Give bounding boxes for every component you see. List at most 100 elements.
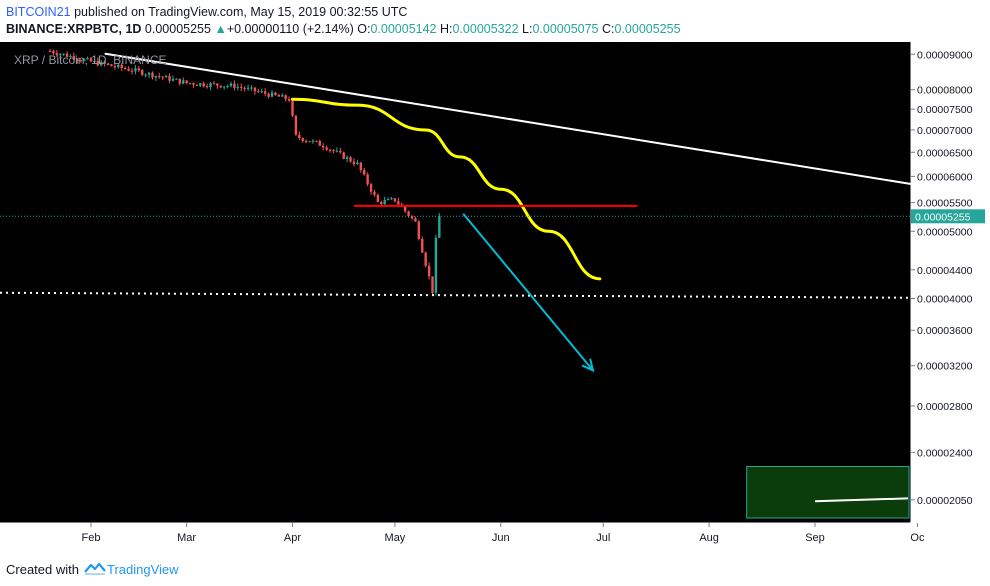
candle-body — [55, 53, 59, 56]
candle-body — [79, 60, 82, 62]
chart-header: BITCOIN21 published on TradingView.com, … — [0, 0, 990, 42]
y-tick-label: 0.00005500 — [917, 198, 973, 210]
y-tick-label: 0.00004400 — [917, 265, 973, 277]
candle-body — [134, 68, 137, 72]
candle-body — [352, 161, 356, 165]
price-axis[interactable] — [910, 42, 990, 522]
candle-body — [417, 221, 421, 239]
open-label: O: — [357, 22, 371, 36]
created-with-text: Created with — [6, 562, 79, 577]
time-axis[interactable] — [0, 522, 990, 553]
chart-title: XRP / Bitcoin, 1D, BINANCE — [14, 53, 167, 67]
candle-body — [123, 68, 127, 70]
candle-body — [356, 162, 359, 165]
tradingview-brand[interactable]: TradingView — [107, 562, 179, 577]
candle-body — [345, 157, 349, 159]
candle-body — [284, 95, 287, 100]
candle-body — [304, 140, 308, 142]
candle-body — [363, 170, 366, 175]
dotted-support-line — [0, 291, 911, 299]
candle-body — [199, 83, 202, 86]
candle-body — [76, 59, 79, 61]
publish-info: BITCOIN21 published on TradingView.com, … — [6, 5, 407, 19]
candle-body — [164, 75, 168, 78]
y-tick-label: 0.00004000 — [917, 293, 973, 305]
candle-body — [332, 149, 335, 152]
candle-body — [236, 86, 240, 89]
x-tick-label: Aug — [699, 532, 719, 544]
candle-body — [403, 206, 407, 212]
candle-body — [154, 75, 158, 78]
candle-body — [328, 149, 332, 151]
candle-body — [222, 86, 226, 88]
candle-body — [260, 91, 263, 93]
candle-body — [315, 140, 318, 142]
y-tick-label: 0.00002050 — [917, 495, 973, 507]
current-price-tag — [911, 209, 985, 224]
candle-body — [414, 218, 417, 222]
candle-body — [342, 152, 345, 159]
candle-body — [274, 92, 277, 96]
candle-body — [69, 55, 72, 57]
candle-body — [120, 64, 123, 69]
candle-body — [161, 76, 164, 78]
plot-area[interactable] — [0, 42, 910, 522]
x-tick-label: Jun — [492, 532, 510, 544]
price-chart[interactable]: XRP / Bitcoin, 1D, BINANCE 0.000090000.0… — [0, 42, 990, 553]
x-tick-label: Sep — [805, 532, 825, 544]
low-value: 0.00005075 — [532, 22, 599, 36]
high-value: 0.00005322 — [452, 22, 519, 36]
candle-body — [89, 58, 93, 62]
candle-body — [427, 265, 431, 277]
candle-body — [287, 99, 291, 101]
candle-body — [82, 58, 86, 61]
x-tick-label: Oc — [910, 532, 925, 544]
candle-body — [216, 83, 219, 86]
close-label: C: — [602, 22, 615, 36]
y-tick-label: 0.00006500 — [917, 147, 973, 159]
forecast-arrow-line — [462, 213, 594, 372]
symbol-name: BINANCE:XRPBTC, 1D — [6, 22, 142, 36]
forecast-arrow-head — [581, 358, 595, 373]
candle-body — [93, 60, 96, 62]
candle-body — [182, 80, 185, 84]
candle-body — [424, 252, 427, 266]
candle-body — [318, 141, 322, 146]
y-axis-ticks: 0.00009000 0.00008000 0.00007500 0.00007000… — [911, 49, 973, 507]
candle-body — [144, 74, 147, 76]
tradingview-logo-icon[interactable] — [84, 560, 106, 576]
current-price-label: 0.00005255 — [915, 211, 971, 223]
candle-body — [308, 141, 311, 143]
x-tick-label: Apr — [284, 532, 301, 544]
candle-body — [277, 95, 281, 97]
candle-body — [270, 92, 274, 97]
candle-body — [369, 184, 373, 192]
candle-body — [185, 80, 188, 84]
candle-body — [438, 216, 441, 238]
candle-body — [250, 87, 253, 89]
y-tick-label: 0.00002400 — [917, 447, 973, 459]
y-tick-label: 0.00009000 — [917, 49, 973, 61]
y-tick-label: 0.00006000 — [917, 171, 973, 183]
x-axis-ticks: Feb Mar Apr May Jun Jul Aug Sep Oc — [82, 523, 925, 544]
box-inner-line — [814, 497, 909, 503]
candle-body — [205, 86, 209, 88]
candle-body — [52, 50, 55, 54]
candle-body — [407, 211, 410, 216]
candle-body — [202, 83, 205, 87]
symbol-info: BINANCE:XRPBTC, 1D 0.00005255 ▲+0.000001… — [6, 22, 681, 36]
y-tick-label: 0.00003600 — [917, 325, 973, 337]
candle-body — [390, 198, 393, 200]
candle-body — [137, 68, 141, 71]
candle-body — [380, 201, 383, 204]
candle-body — [294, 115, 298, 135]
author-link[interactable]: BITCOIN21 — [6, 5, 71, 19]
open-value: 0.00005142 — [370, 22, 437, 36]
close-value: 0.00005255 — [614, 22, 681, 36]
candle-body — [349, 157, 352, 162]
candle-body — [72, 55, 76, 60]
candle-body — [59, 54, 62, 56]
candle-body — [339, 150, 342, 153]
y-tick-label: 0.00003200 — [917, 361, 973, 373]
candle-body — [192, 83, 195, 85]
